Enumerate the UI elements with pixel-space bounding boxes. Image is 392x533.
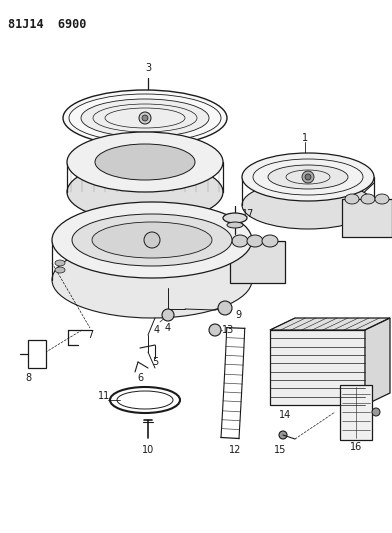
Text: 2: 2 [195,159,201,169]
Circle shape [142,115,148,121]
Ellipse shape [67,162,223,222]
Text: 14: 14 [279,410,291,420]
Text: 15: 15 [274,445,286,455]
Text: 10: 10 [142,445,154,455]
Text: 1: 1 [302,133,308,143]
Text: 81J14  6900: 81J14 6900 [8,18,86,31]
Ellipse shape [52,242,252,318]
Ellipse shape [52,202,252,278]
Ellipse shape [268,165,348,189]
Ellipse shape [92,222,212,258]
Ellipse shape [72,214,232,266]
Text: 4: 4 [154,325,160,335]
Ellipse shape [55,260,65,266]
Ellipse shape [232,235,248,247]
Ellipse shape [227,222,243,228]
Ellipse shape [247,235,263,247]
Text: 3: 3 [145,63,151,73]
Ellipse shape [81,99,209,137]
Circle shape [209,324,221,336]
Text: 13: 13 [222,325,234,335]
Circle shape [305,174,311,180]
Ellipse shape [361,194,375,204]
Circle shape [302,171,314,183]
Ellipse shape [67,132,223,192]
Bar [230,241,285,283]
Circle shape [372,408,380,416]
Ellipse shape [242,181,374,229]
Bar [340,385,372,440]
Text: 16: 16 [350,442,362,452]
Circle shape [279,431,287,439]
Ellipse shape [223,213,247,223]
Text: 11: 11 [98,391,110,401]
Text: 9: 9 [235,310,241,320]
Text: 17: 17 [242,209,254,219]
Circle shape [139,112,151,124]
Polygon shape [270,318,390,330]
Text: 7: 7 [87,330,93,340]
Ellipse shape [63,90,227,146]
Circle shape [144,232,160,248]
Ellipse shape [55,267,65,273]
Ellipse shape [242,153,374,201]
Text: 12: 12 [229,445,241,455]
Circle shape [162,309,174,321]
Text: 5: 5 [152,357,158,367]
Circle shape [218,301,232,315]
Ellipse shape [345,194,359,204]
Ellipse shape [262,235,278,247]
Ellipse shape [95,144,195,180]
Text: 6: 6 [137,373,143,383]
Bar [270,330,365,405]
Text: 8: 8 [25,373,31,383]
Bar [342,199,392,237]
Text: 4: 4 [165,323,171,333]
Ellipse shape [375,194,389,204]
Polygon shape [365,318,390,405]
Bar [28,340,46,368]
